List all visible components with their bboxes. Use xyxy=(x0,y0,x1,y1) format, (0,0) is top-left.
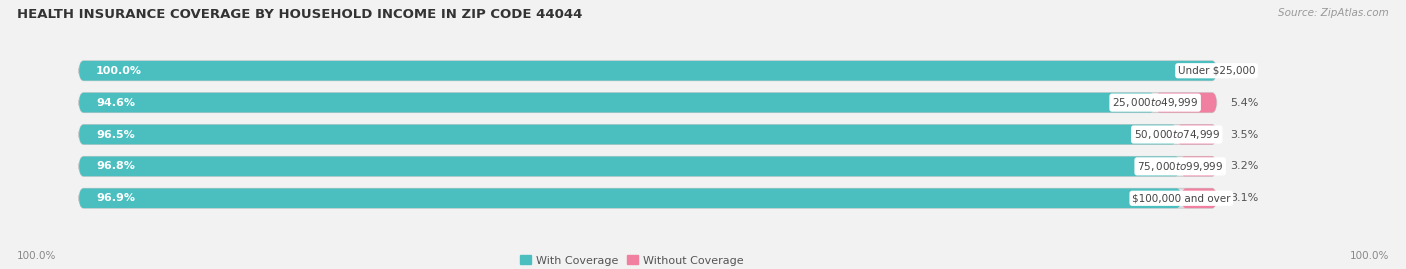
Text: $75,000 to $99,999: $75,000 to $99,999 xyxy=(1137,160,1223,173)
FancyBboxPatch shape xyxy=(79,125,1216,144)
FancyBboxPatch shape xyxy=(79,157,1216,176)
FancyBboxPatch shape xyxy=(79,188,1181,208)
FancyBboxPatch shape xyxy=(1181,188,1216,208)
Text: 3.5%: 3.5% xyxy=(1230,129,1258,140)
Text: 100.0%: 100.0% xyxy=(96,66,142,76)
Legend: With Coverage, Without Coverage: With Coverage, Without Coverage xyxy=(516,251,748,269)
FancyBboxPatch shape xyxy=(79,125,1177,144)
Text: Source: ZipAtlas.com: Source: ZipAtlas.com xyxy=(1278,8,1389,18)
FancyBboxPatch shape xyxy=(1156,93,1216,112)
Text: 5.4%: 5.4% xyxy=(1230,98,1258,108)
FancyBboxPatch shape xyxy=(1180,157,1216,176)
FancyBboxPatch shape xyxy=(1177,125,1216,144)
Text: 3.2%: 3.2% xyxy=(1230,161,1258,171)
Text: $100,000 and over: $100,000 and over xyxy=(1132,193,1230,203)
Text: 96.5%: 96.5% xyxy=(96,129,135,140)
FancyBboxPatch shape xyxy=(79,188,1216,208)
Text: 96.8%: 96.8% xyxy=(96,161,135,171)
Text: 100.0%: 100.0% xyxy=(17,251,56,261)
FancyBboxPatch shape xyxy=(79,61,1216,81)
Text: Under $25,000: Under $25,000 xyxy=(1178,66,1256,76)
FancyBboxPatch shape xyxy=(79,93,1216,112)
Text: 0.0%: 0.0% xyxy=(1230,66,1258,76)
FancyBboxPatch shape xyxy=(79,61,1216,81)
Text: $25,000 to $49,999: $25,000 to $49,999 xyxy=(1112,96,1198,109)
Text: 96.9%: 96.9% xyxy=(96,193,135,203)
Text: 94.6%: 94.6% xyxy=(96,98,135,108)
Text: HEALTH INSURANCE COVERAGE BY HOUSEHOLD INCOME IN ZIP CODE 44044: HEALTH INSURANCE COVERAGE BY HOUSEHOLD I… xyxy=(17,8,582,21)
Text: 100.0%: 100.0% xyxy=(1350,251,1389,261)
FancyBboxPatch shape xyxy=(79,93,1156,112)
FancyBboxPatch shape xyxy=(79,157,1180,176)
Text: 3.1%: 3.1% xyxy=(1230,193,1258,203)
Text: $50,000 to $74,999: $50,000 to $74,999 xyxy=(1133,128,1220,141)
